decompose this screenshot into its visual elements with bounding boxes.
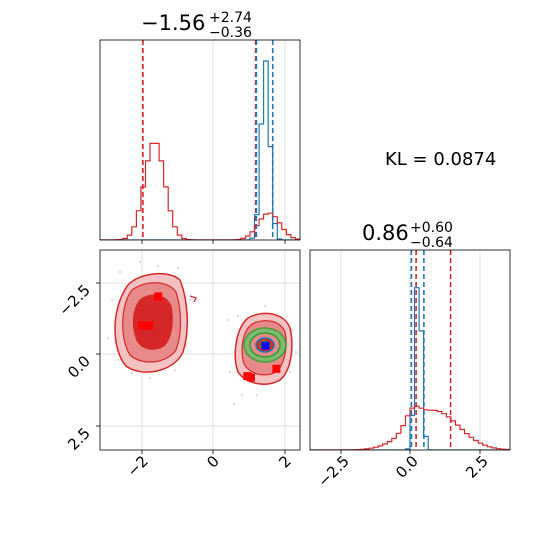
marginal-y-tick-label: −2.5 (314, 452, 352, 490)
marginal-y-quantile-lines (410, 250, 452, 450)
marginal-x-quantile-lines (142, 40, 274, 240)
joint-x-tick-label: 2 (275, 452, 294, 471)
joint-marker (261, 341, 270, 350)
joint-x-tick-label: 0 (203, 452, 222, 471)
marginal-y-title: 0.86 (362, 221, 409, 245)
joint-marker (145, 321, 154, 330)
joint-scatter-samples (107, 261, 297, 405)
joint-marker (246, 373, 255, 382)
joint-frame (99, 249, 301, 451)
kl-annotation: KL = 0.0874 (385, 149, 496, 170)
marginal-x-title-sup: +2.74 (209, 10, 252, 26)
marginal-x-title: −1.56 (141, 11, 205, 35)
marginal-x-frame (99, 39, 301, 241)
joint-contours (107, 261, 297, 405)
joint-markers (137, 292, 281, 382)
joint-marker (154, 292, 163, 301)
joint-y-tick-label: 2.5 (64, 424, 94, 454)
joint-ticks (96, 282, 286, 454)
marginal-x-panel: −1.56 +2.74 −0.36 (99, 10, 301, 244)
joint-y-tick-label: 0.0 (64, 352, 94, 382)
marginal-x-histograms (100, 60, 300, 240)
joint-marker (272, 364, 281, 373)
marginal-y-ticks (340, 450, 481, 454)
marginal-x-grid (141, 40, 286, 240)
marginal-y-title-sup: +0.60 (410, 220, 453, 236)
marginal-x-series-red (100, 142, 300, 240)
marginal-x-ticks (141, 240, 286, 244)
contour-red-spur (189, 295, 197, 303)
joint-marker (137, 321, 146, 330)
joint-y-tick-label: −2.5 (55, 281, 93, 319)
joint-x-tick-label: −2 (123, 452, 151, 480)
joint-panel: −2 0 2 −2.5 0.0 2.5 (55, 249, 301, 480)
marginal-y-tick-label: 2.5 (462, 452, 492, 482)
marginal-y-panel: −2.5 0.0 2.5 0.86 +0.60 −0.64 (309, 220, 511, 491)
marginal-y-series-blue (310, 287, 510, 450)
marginal-x-title-sub: −0.36 (209, 25, 252, 41)
marginal-y-tick-label: 0.0 (392, 452, 422, 482)
marginal-y-title-sub: −0.64 (410, 235, 453, 251)
